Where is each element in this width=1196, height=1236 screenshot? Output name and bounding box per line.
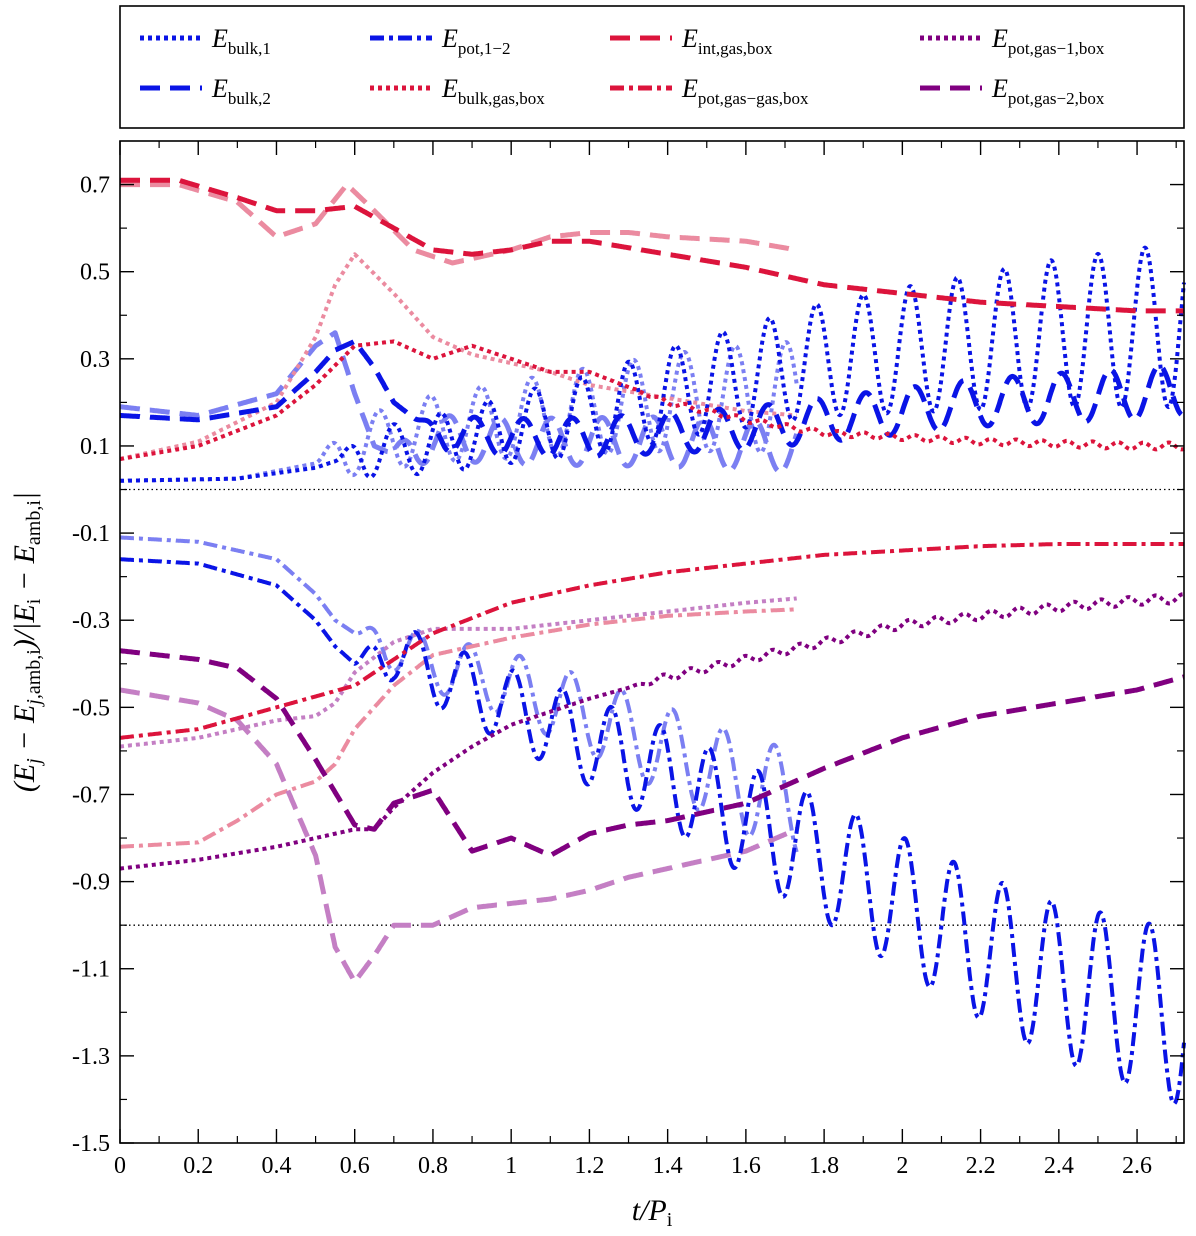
x-tick-label: 0.4 xyxy=(261,1153,291,1179)
series-e-pot-gas-gas-box-main xyxy=(118,542,1186,740)
y-tick-label: -0.7 xyxy=(72,782,110,808)
x-tick-label: 1 xyxy=(505,1153,517,1179)
legend-label: Ebulk,2 xyxy=(211,74,271,108)
y-tick-label: -0.5 xyxy=(72,695,110,721)
x-tick-label: 2 xyxy=(896,1153,908,1179)
x-tick-label: 0.8 xyxy=(418,1153,448,1179)
legend: Ebulk,1 Ebulk,2 Epot,1−2 Ebulk,gas,box Eint,… xyxy=(140,24,1105,108)
x-tick-label: 2.4 xyxy=(1044,1153,1074,1179)
series-e-pot-1-2-faded xyxy=(118,535,799,853)
y-tick-label: -0.9 xyxy=(72,870,110,896)
y-tick-label: 0.7 xyxy=(80,173,110,199)
y-tick-label: 0.3 xyxy=(80,347,110,373)
series-e-pot-1-2-main xyxy=(118,557,1186,1106)
y-tick-label: 0.1 xyxy=(80,434,110,460)
y-tick-label: -0.1 xyxy=(72,521,110,547)
series-e-int-gas-box-faded xyxy=(118,182,799,266)
x-tick-label: 1.2 xyxy=(574,1153,604,1179)
series-e-pot-gas-gas-box-faded xyxy=(118,607,798,849)
y-axis-label: (Ej − Ej,amb,i)/|Ei − Eamb,i| xyxy=(8,492,45,792)
legend-label: Epot,gas−2,box xyxy=(991,74,1105,108)
x-tick-label: 1.4 xyxy=(653,1153,683,1179)
x-tick-label: 0.2 xyxy=(183,1153,213,1179)
x-tick-label: 1.8 xyxy=(809,1153,839,1179)
axis-ticks: 0 0.2 0.4 0.6 0.8 1 1.2 1.4 1.6 1.8 2 2.2 2.4 2.6 0.7 0… xyxy=(72,141,1184,1179)
legend-label: Ebulk,1 xyxy=(211,24,271,58)
x-tick-label: 0.6 xyxy=(340,1153,370,1179)
reference-lines xyxy=(120,488,1184,926)
y-tick-label: -1.3 xyxy=(72,1044,110,1070)
y-tick-label: -1.1 xyxy=(72,957,110,983)
series-e-pot-gas-2-box-main xyxy=(118,648,1186,858)
series-e-bulk-2-faded xyxy=(118,330,800,475)
series-e-pot-gas-2-box-faded xyxy=(118,687,799,985)
y-tick-label: -1.5 xyxy=(72,1131,110,1157)
legend-label: Epot,1−2 xyxy=(441,24,510,58)
series-e-pot-gas-1-box-faded xyxy=(118,596,798,749)
x-axis-label: t/Pi xyxy=(632,1194,673,1231)
series-e-pot-gas-1-box-main xyxy=(118,592,1186,871)
legend-label: Ebulk,gas,box xyxy=(441,74,545,108)
legend-box xyxy=(119,5,1185,129)
y-tick-label: -0.3 xyxy=(72,608,110,634)
legend-label: Epot,gas−1,box xyxy=(991,24,1105,58)
legend-label: Epot,gas−gas,box xyxy=(681,74,809,108)
x-tick-label: 1.6 xyxy=(731,1153,761,1179)
series-e-int-gas-box-main xyxy=(118,177,1186,314)
legend-label: Eint,gas,box xyxy=(681,24,773,58)
series-layer xyxy=(118,177,1186,1106)
plot-frame xyxy=(119,140,1185,1144)
x-tick-label: 2.2 xyxy=(966,1153,996,1179)
x-tick-label: 0 xyxy=(114,1153,126,1179)
y-tick-label: 0.5 xyxy=(80,260,110,286)
x-tick-label: 2.6 xyxy=(1122,1153,1152,1179)
series-e-bulk-2-main xyxy=(118,338,1186,459)
